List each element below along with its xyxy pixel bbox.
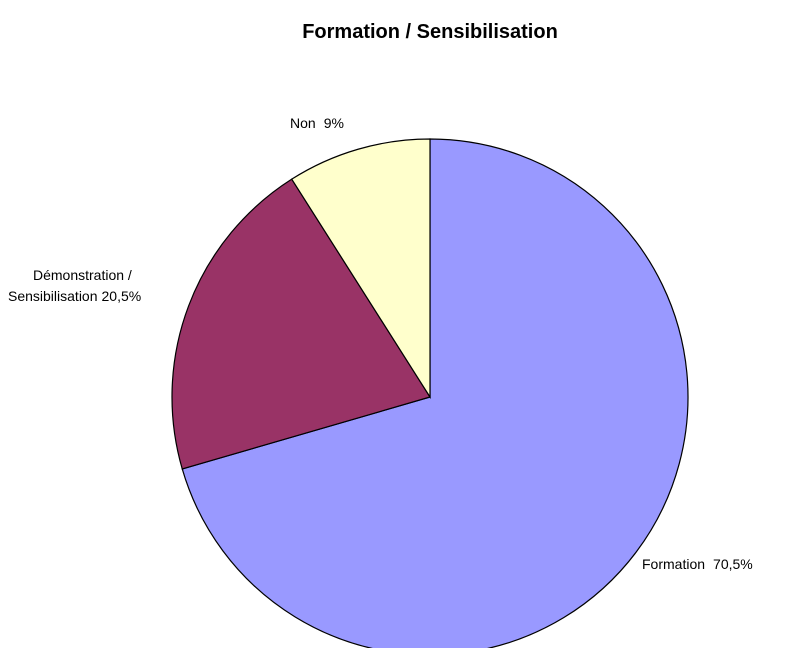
pie-slice [171,178,431,470]
slice-label: Démonstration / Sensibilisation [8,267,132,304]
pie-slice [181,138,689,648]
slice-label: Formation [642,556,705,572]
slice-value-label: 70,5% [713,556,753,572]
pie-slice [290,138,431,400]
slice-value-label: 20,5% [102,288,142,304]
slice-label: Non [290,115,316,131]
slice-value-label: 9% [324,115,344,131]
chart-title: Formation / Sensibilisation [302,21,558,43]
